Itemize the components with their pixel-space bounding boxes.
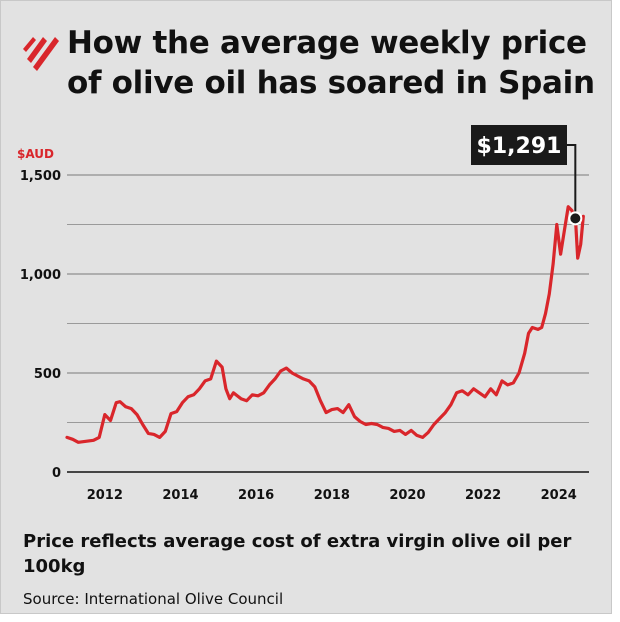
x-tick-label: 2022	[465, 488, 501, 503]
y-tick-label: 1,000	[20, 268, 61, 283]
callout-box	[471, 125, 567, 165]
x-tick-label: 2018	[314, 488, 350, 503]
x-tick-label: 2020	[389, 488, 425, 503]
chart-title: How the average weekly price of olive oi…	[67, 25, 595, 101]
x-tick-label: 2016	[238, 488, 274, 503]
line-chart: $AUD 0 500 1,000 1,500 2012 2014 2016 2018 2020 20…	[17, 125, 589, 503]
chart-source: Source: International Olive Council	[23, 590, 284, 608]
chart-card: How the average weekly price of olive oi…	[0, 0, 612, 614]
chart-footnote: Price reflects average cost of extra vir…	[23, 531, 572, 577]
callout-leader-line	[567, 144, 577, 219]
y-axis-unit-label: $AUD	[17, 147, 54, 161]
y-tick-label: 0	[52, 466, 61, 481]
x-tick-label: 2012	[87, 488, 123, 503]
price-line	[65, 205, 585, 444]
broadcaster-logo	[23, 37, 59, 71]
x-tick-label: 2014	[162, 488, 198, 503]
callout-label: $1,291	[477, 134, 562, 159]
latest-value-marker	[568, 211, 583, 226]
y-tick-label: 500	[34, 367, 61, 382]
x-tick-label: 2024	[541, 488, 577, 503]
y-tick-label: 1,500	[20, 169, 61, 184]
